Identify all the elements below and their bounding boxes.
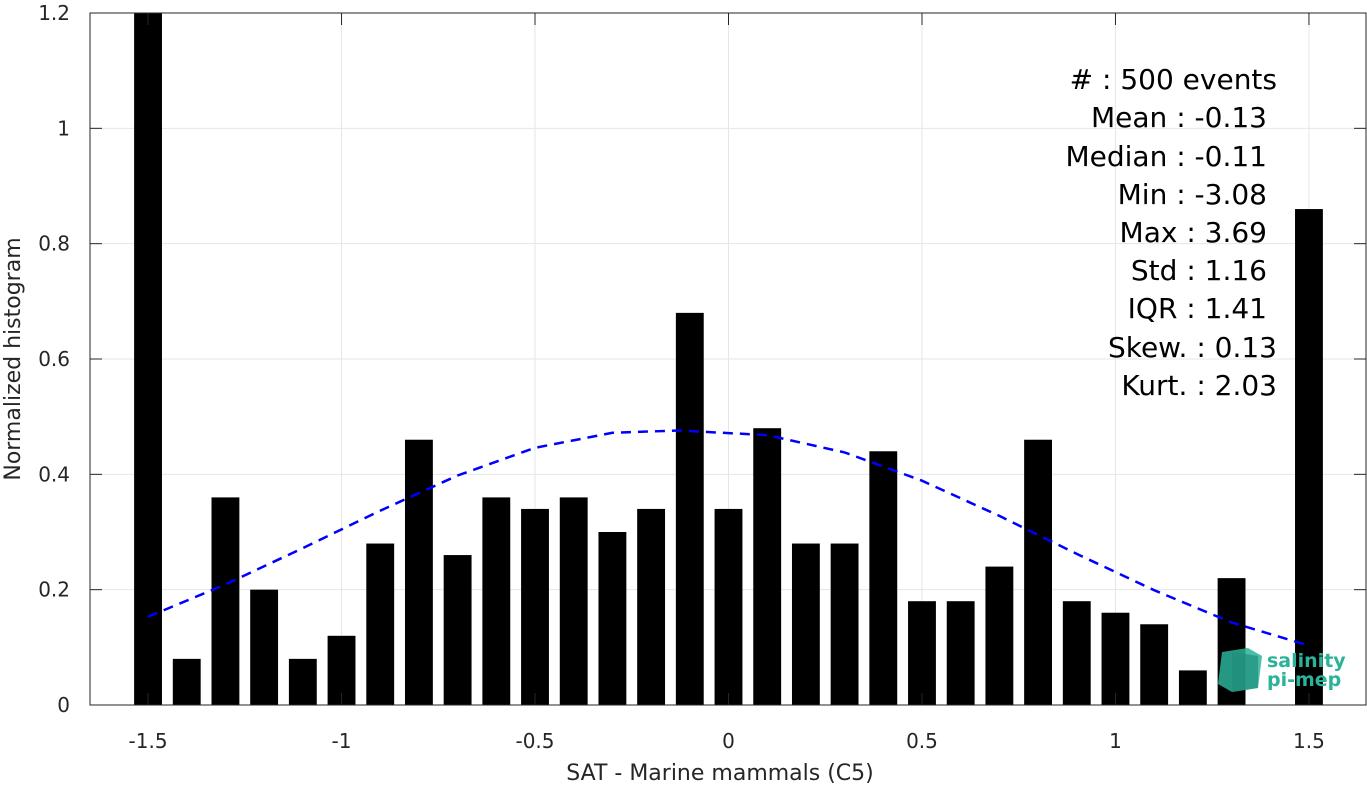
histogram-bar — [1024, 439, 1053, 705]
histogram-bar — [714, 508, 743, 705]
histogram-bar — [172, 658, 201, 705]
stat-std: Std : 1.16 — [1131, 254, 1267, 287]
stat-min: Min : -3.08 — [1118, 178, 1267, 211]
x-tick-label: 0.5 — [906, 729, 938, 753]
histogram-bar — [288, 658, 317, 705]
histogram-bar — [946, 601, 975, 705]
histogram-bar — [482, 497, 511, 705]
x-tick-label: -0.5 — [515, 729, 554, 753]
histogram-bar — [1178, 670, 1207, 705]
histogram-bar — [908, 601, 936, 705]
histogram-bar — [753, 428, 782, 705]
x-axis-label: SAT - Marine mammals (C5) — [566, 761, 874, 785]
x-tick-label: -1.5 — [129, 729, 168, 753]
y-tick-labels: 0 0.2 0.4 0.6 0.8 1 1.2 — [38, 1, 70, 717]
y-tick-label: 0.4 — [38, 462, 70, 486]
histogram-bars — [134, 13, 1323, 706]
stat-kurt: Kurt. : 2.03 — [1121, 369, 1277, 402]
x-tick-label: 1.5 — [1293, 729, 1325, 753]
histogram-bar — [559, 497, 588, 705]
stat-iqr: IQR : 1.41 — [1128, 292, 1267, 325]
stat-skew: Skew. : 0.13 — [1108, 331, 1277, 364]
histogram-bar — [366, 543, 395, 705]
histogram-bar — [521, 508, 549, 705]
normal-fit-curve — [147, 429, 1310, 647]
histogram-bar — [1101, 612, 1130, 705]
salinity-pi-mep-logo: salinity pi-mep — [1218, 648, 1346, 692]
histogram-bar — [404, 439, 433, 705]
histogram-bar — [250, 589, 279, 705]
y-tick-label: 0 — [57, 693, 70, 717]
histogram-bar — [869, 451, 898, 705]
histogram-bar — [830, 543, 859, 705]
stat-count: # : 500 events — [1070, 63, 1277, 96]
histogram-bar — [211, 497, 240, 705]
y-tick-label: 0.6 — [38, 347, 70, 371]
histogram-bar — [637, 508, 666, 705]
logo-text-salinity: salinity — [1267, 650, 1346, 672]
histogram-bar — [1062, 601, 1091, 705]
histogram-bar — [791, 543, 820, 705]
histogram-bar — [1140, 624, 1169, 705]
y-axis-label: Normalized histogram — [1, 237, 26, 480]
y-tick-label: 1.2 — [38, 1, 70, 25]
stat-mean: Mean : -0.13 — [1091, 101, 1267, 134]
histogram-bar — [443, 555, 472, 705]
histogram-bar — [675, 312, 704, 705]
x-tick-label: -1 — [332, 729, 352, 753]
histogram-bar — [985, 566, 1014, 705]
histogram-bar — [134, 13, 162, 705]
logo-text-pi-mep: pi-mep — [1267, 669, 1341, 691]
x-tick-label: 1 — [1109, 729, 1122, 753]
y-tick-label: 0.2 — [38, 578, 70, 602]
y-tick-label: 0.8 — [38, 232, 70, 256]
x-tick-label: 0 — [722, 729, 735, 753]
stats-box: # : 500 events Mean : -0.13 Median : -0.… — [1065, 63, 1277, 402]
stat-median: Median : -0.11 — [1065, 140, 1267, 173]
y-tick-label: 1 — [57, 116, 70, 140]
stat-max: Max : 3.69 — [1120, 216, 1267, 249]
fit-curve-group — [147, 429, 1310, 647]
axes-frame — [89, 12, 1367, 706]
histogram-bar — [1295, 209, 1323, 706]
x-tick-labels: -1.5 -1 -0.5 0 0.5 1 1.5 — [129, 729, 1325, 753]
histogram-bar — [598, 532, 627, 705]
